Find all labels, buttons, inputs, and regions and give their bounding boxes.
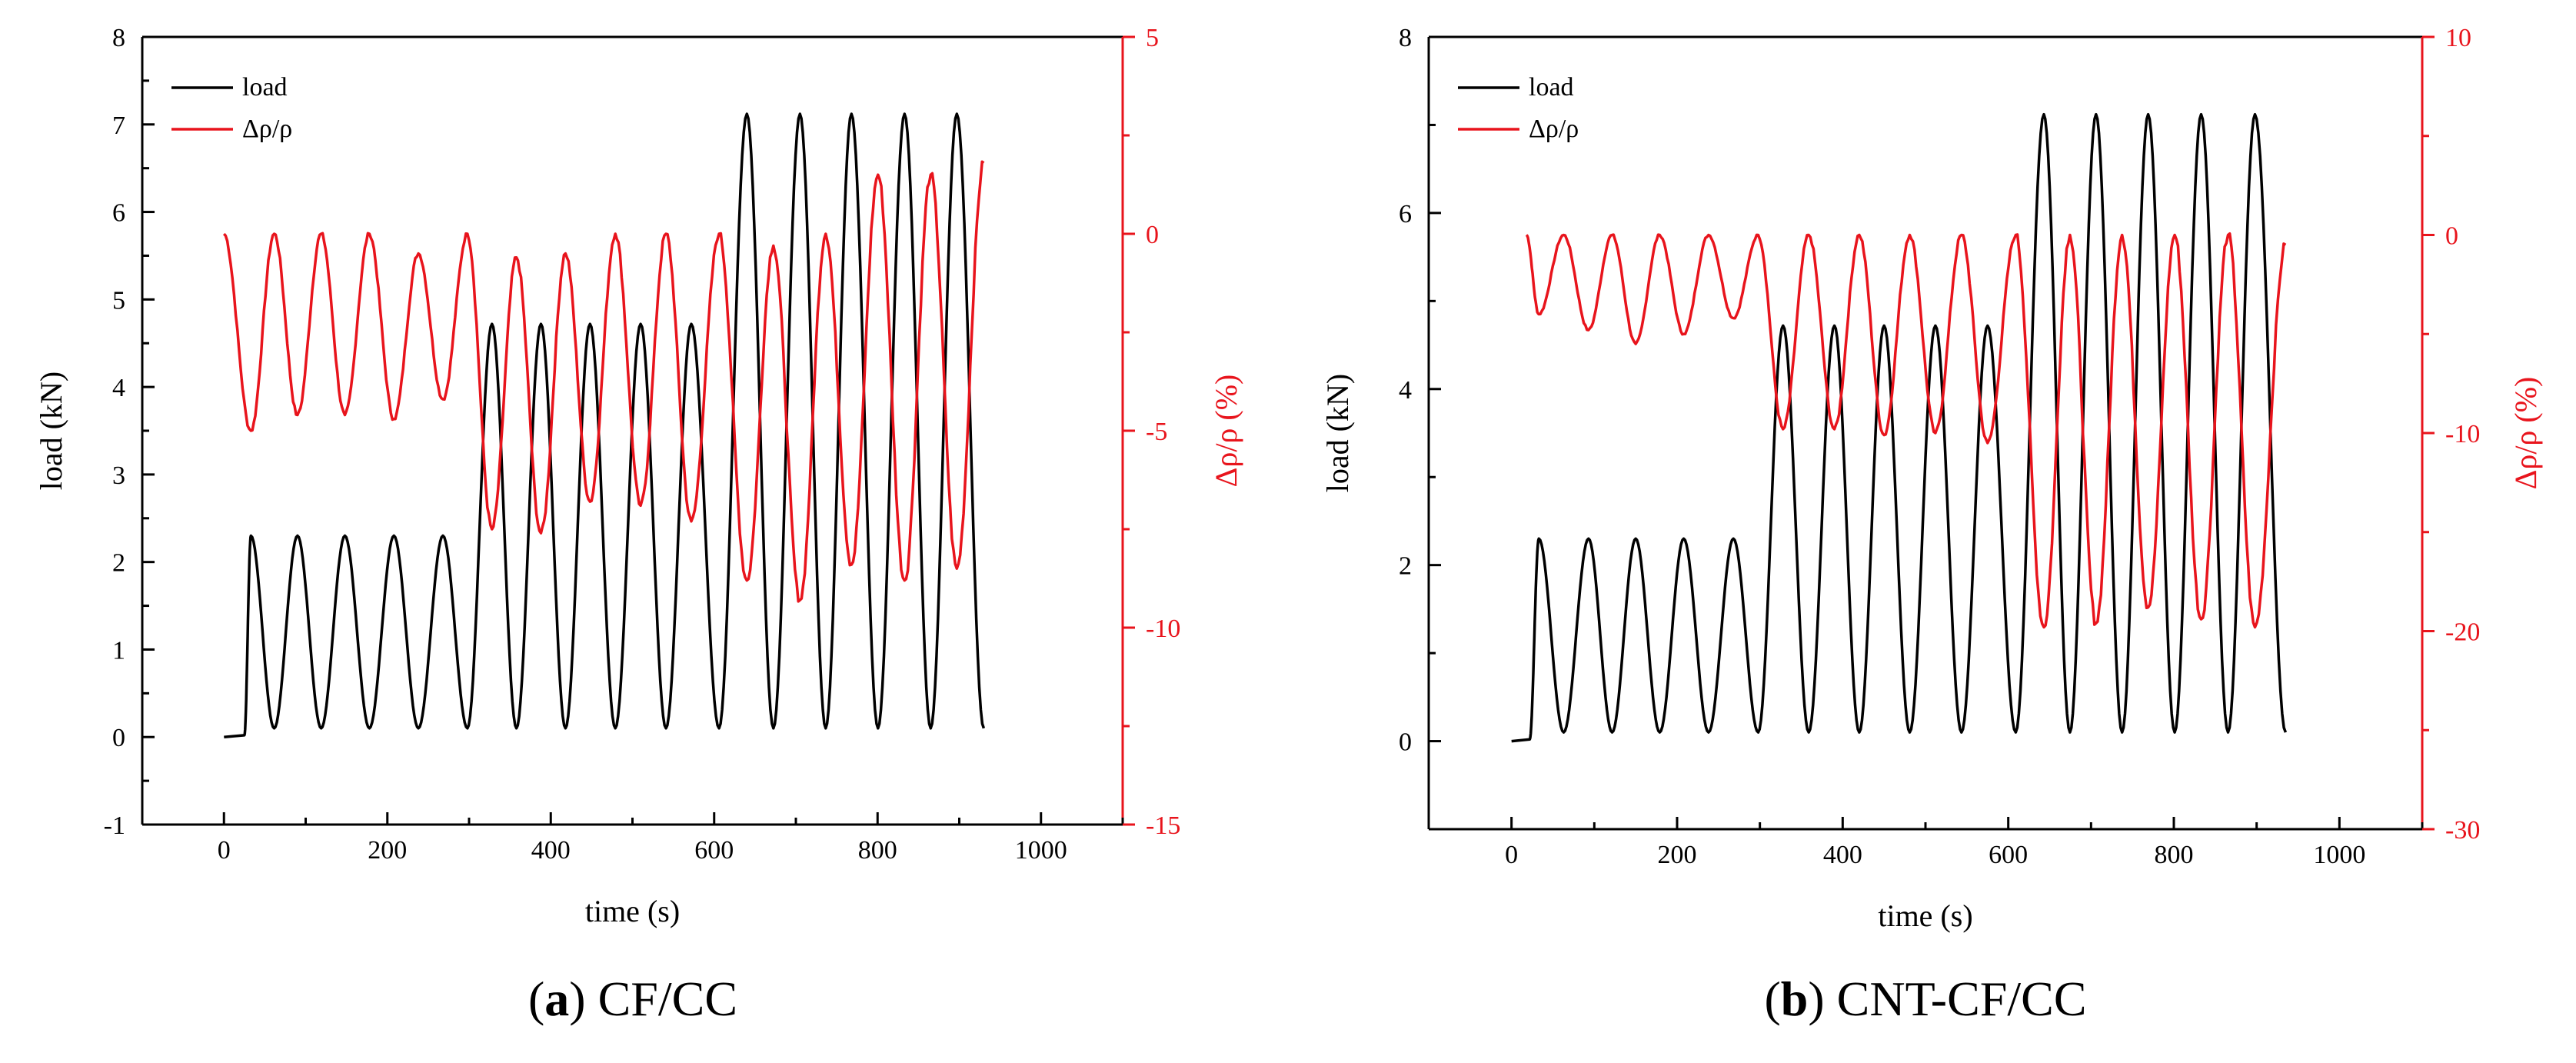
y-tick-label: 7 (112, 112, 125, 140)
y-axis-title: load (kN) (1320, 374, 1355, 492)
x-tick-label: 200 (368, 836, 407, 865)
panel-caption: (a) CF/CC (528, 971, 737, 1026)
panel-b: 0 200 400 600 800 1000 0 2 4 6 8 10 0 -10 -20 -30 time (… (1320, 24, 2543, 1026)
x-tick-label: 800 (858, 836, 897, 865)
y-tick-label: 6 (112, 199, 125, 228)
y-tick-label: -1 (104, 811, 125, 840)
y2-tick-label: 5 (1146, 24, 1159, 52)
y2-axis-title: Δρ/ρ (%) (2508, 377, 2543, 490)
y2-tick-label: -20 (2445, 618, 2480, 647)
x-tick-label: 600 (1989, 841, 2028, 869)
y2-tick-label: 0 (2445, 222, 2458, 251)
legend-label-resistance: Δρ/ρ (242, 115, 292, 143)
x-tick-label: 400 (1823, 841, 1862, 869)
load-series-line (1511, 112, 2288, 743)
x-tick-label: 600 (694, 836, 734, 865)
y-tick-label: 3 (112, 462, 125, 490)
legend-label-resistance: Δρ/ρ (1529, 115, 1579, 143)
caption-close-paren: ) (1808, 971, 1836, 1026)
y-axis-title: load (kN) (34, 372, 68, 490)
x-tick-label: 1000 (1015, 836, 1067, 865)
caption-letter: b (1781, 971, 1809, 1026)
y-tick-label: 4 (112, 374, 125, 402)
y2-tick-label: -10 (1146, 615, 1180, 643)
y2-tick-label: 0 (1146, 221, 1159, 249)
caption-open-paren: ( (1764, 971, 1780, 1026)
caption-text: CNT-CF/CC (1837, 971, 2087, 1026)
load-series-line (224, 112, 986, 738)
y2-tick-label: -10 (2445, 420, 2480, 448)
y2-tick-label: -15 (1146, 811, 1180, 840)
y2-tick-label: -5 (1146, 418, 1167, 446)
y-tick-label: 8 (112, 24, 125, 52)
y2-axis-title: Δρ/ρ (%) (1209, 375, 1243, 488)
x-tick-label: 0 (218, 836, 231, 865)
y-tick-label: 0 (1399, 728, 1412, 757)
legend-label-load: load (1529, 73, 1574, 102)
x-tick-label: 400 (531, 836, 571, 865)
y-tick-label: 2 (1399, 552, 1412, 581)
x-axis-title: time (s) (585, 894, 680, 928)
y2-tick-label: 10 (2445, 24, 2471, 52)
caption-close-paren: ) (569, 971, 597, 1026)
resistance-series-line (222, 160, 985, 603)
x-tick-label: 800 (2155, 841, 2194, 869)
panel-caption: (b) CNT-CF/CC (1764, 971, 2086, 1026)
y-tick-label: 4 (1399, 376, 1412, 405)
legend-label-load: load (242, 73, 288, 102)
caption-letter: a (544, 971, 569, 1026)
x-tick-label: 200 (1658, 841, 1697, 869)
y-tick-label: 6 (1399, 200, 1412, 228)
y-tick-label: 1 (112, 636, 125, 665)
x-tick-label: 0 (1505, 841, 1518, 869)
y-tick-label: 2 (112, 549, 125, 578)
y-tick-label: 8 (1399, 24, 1412, 52)
caption-open-paren: ( (528, 971, 544, 1026)
x-tick-label: 1000 (2313, 841, 2365, 869)
x-axis-title: time (s) (1878, 898, 1972, 933)
resistance-series-line (1525, 232, 2287, 629)
caption-text: CF/CC (598, 971, 737, 1026)
y-tick-label: 0 (112, 724, 125, 752)
y2-tick-label: -30 (2445, 816, 2480, 845)
y-tick-label: 5 (112, 286, 125, 315)
